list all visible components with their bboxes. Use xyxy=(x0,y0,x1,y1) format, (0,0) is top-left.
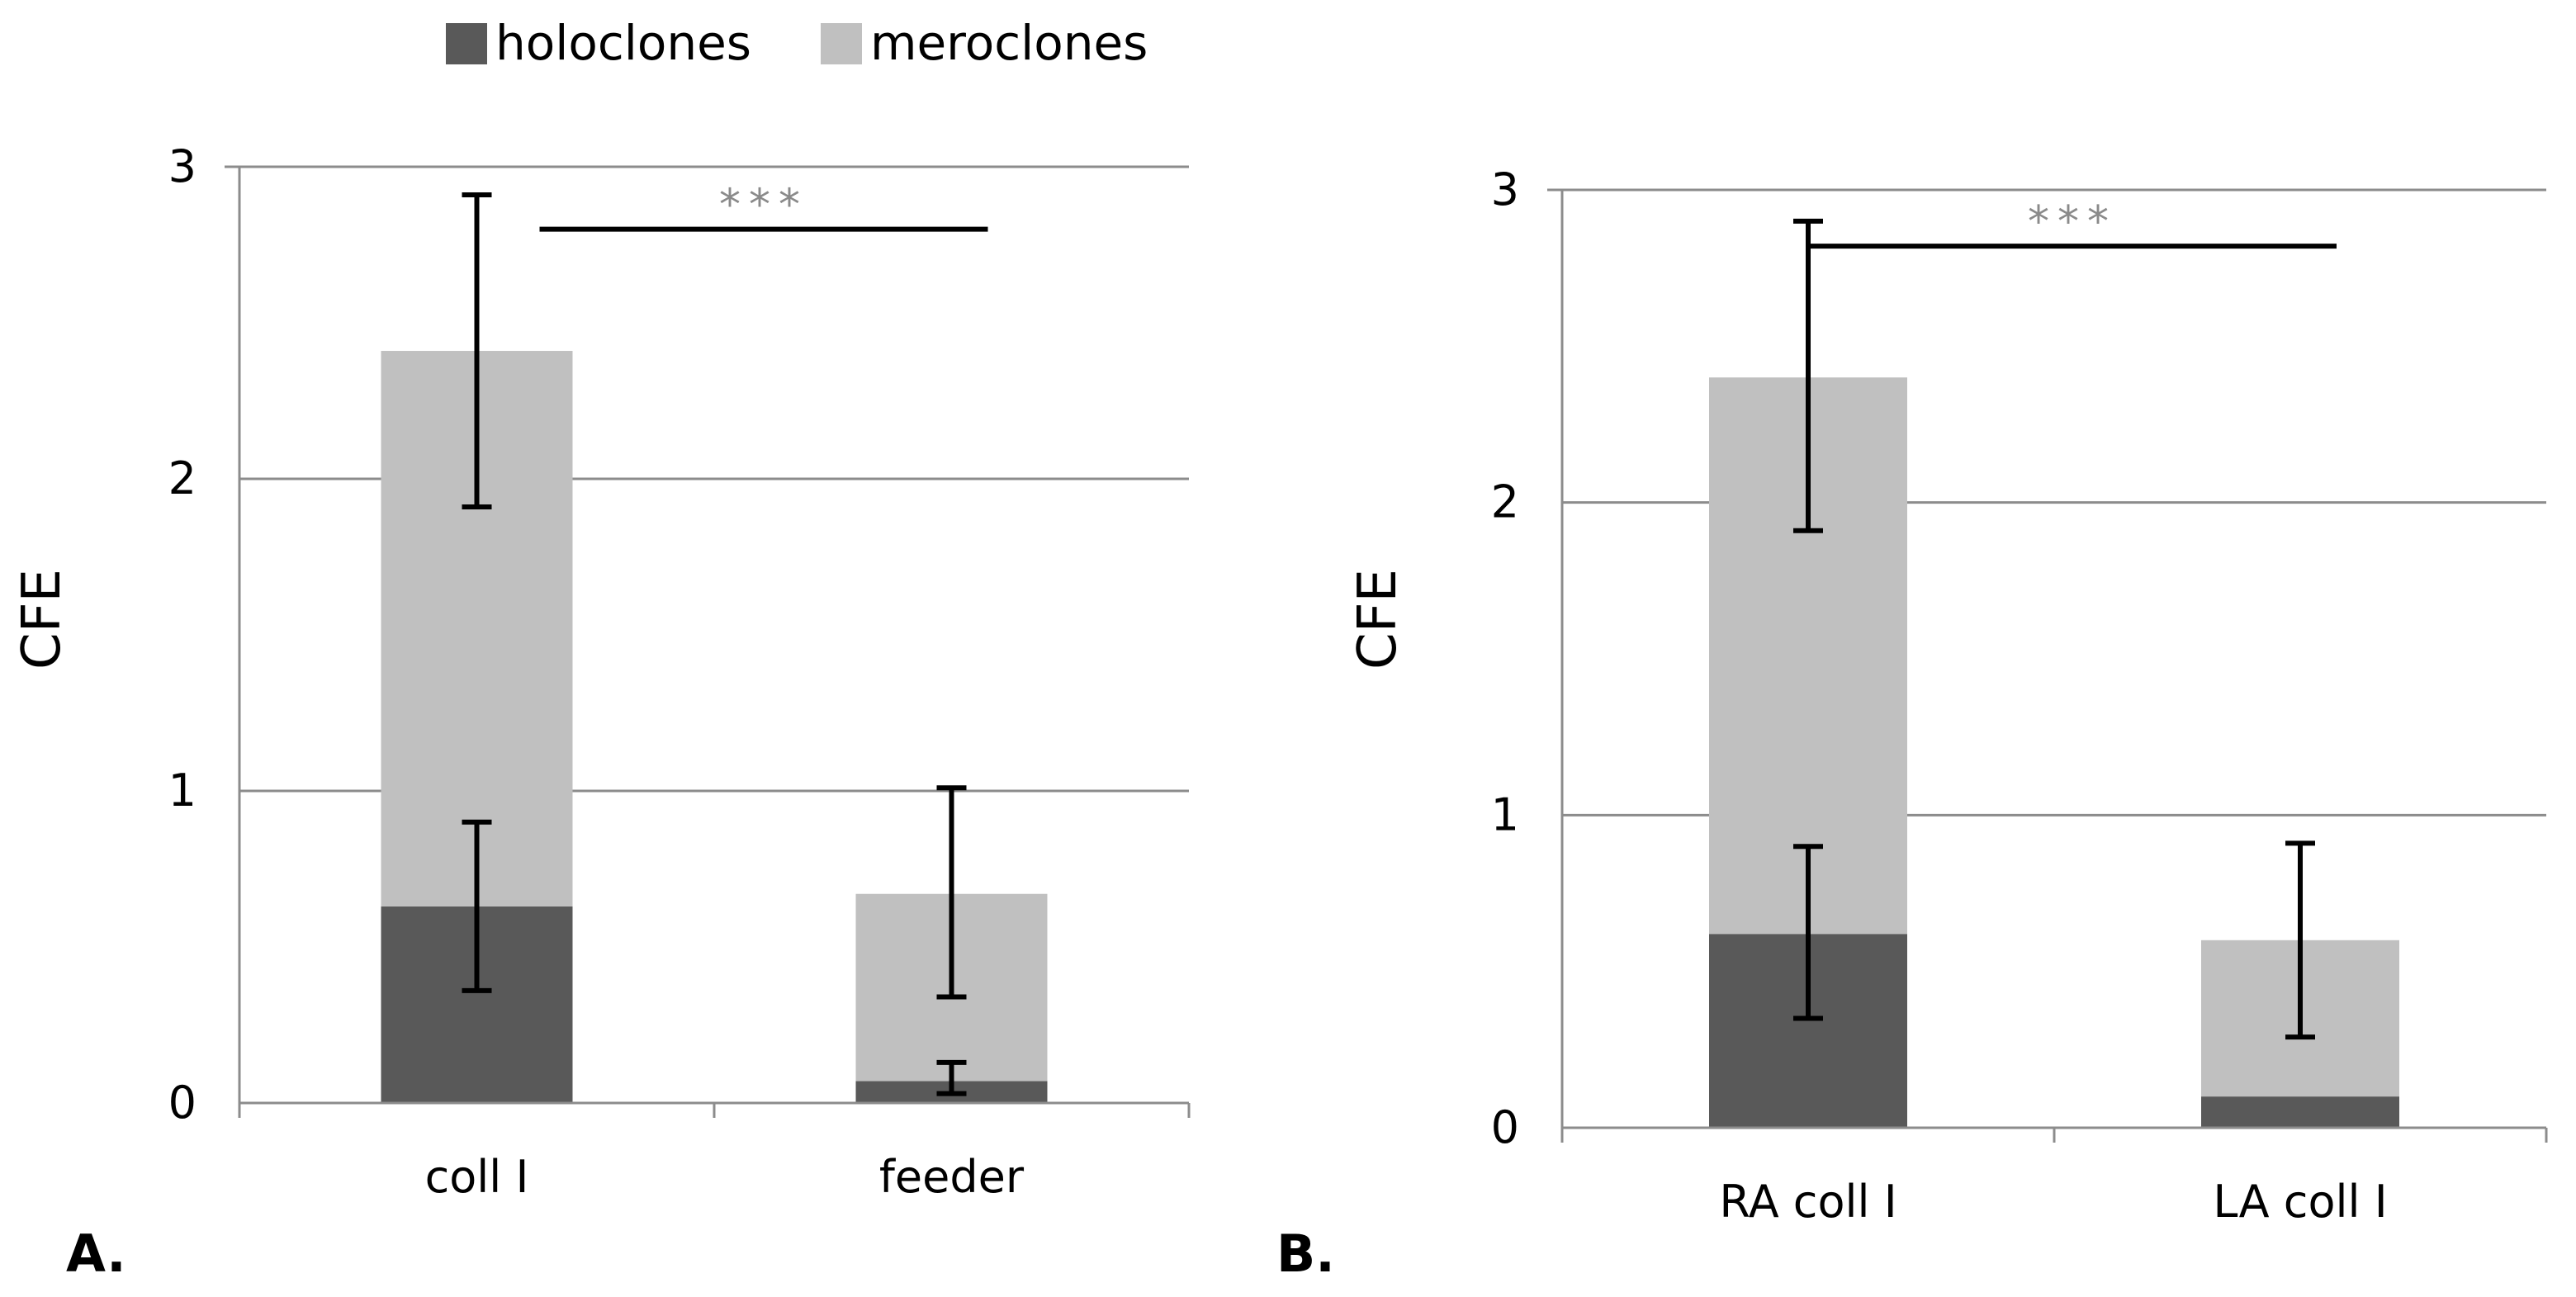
y-tick-label: 0 xyxy=(168,1077,197,1129)
error-bar xyxy=(462,192,492,510)
significance-label: *** xyxy=(2028,197,2117,247)
x-tick-label: RA coll I xyxy=(1719,1176,1896,1228)
y-tick-label: 1 xyxy=(1491,788,1519,840)
panel-label: A. xyxy=(66,1224,126,1284)
error-bar xyxy=(936,1059,967,1096)
legend-swatch-meroclones xyxy=(821,23,862,64)
error-bar xyxy=(2285,840,2315,1040)
chart-panel-b: CFE B. 0 1 2 3 RA coll I LA coll I *** xyxy=(1276,163,2548,1284)
chart-panel-a: CFE A. 0 1 2 3 coll I feeder *** xyxy=(12,140,1191,1284)
error-bar xyxy=(462,819,492,993)
x-tick-label: coll I xyxy=(425,1151,529,1203)
y-axis-label: CFE xyxy=(12,569,73,670)
error-bar xyxy=(1793,844,1823,1021)
y-tick-label: 3 xyxy=(1491,163,1519,215)
legend-label-meroclones: meroclones xyxy=(870,15,1148,71)
significance-label: *** xyxy=(719,181,808,230)
legend-swatch-holoclones xyxy=(446,23,487,64)
x-tick-label: LA coll I xyxy=(2213,1176,2387,1228)
y-tick-label: 2 xyxy=(1491,476,1519,528)
y-tick-label: 0 xyxy=(1491,1101,1519,1153)
error-bar xyxy=(936,785,967,1000)
legend-label-holoclones: holoclones xyxy=(495,15,751,71)
error-bar xyxy=(1793,218,1823,533)
y-tick-label: 3 xyxy=(168,140,197,192)
y-tick-label: 1 xyxy=(168,764,197,817)
y-tick-label: 2 xyxy=(168,452,197,504)
x-tick-label: feeder xyxy=(879,1151,1025,1203)
bar-holoclones xyxy=(2201,1096,2399,1128)
y-axis-label: CFE xyxy=(1347,569,1409,670)
panel-label: B. xyxy=(1276,1224,1335,1284)
legend: holoclones meroclones xyxy=(446,15,1148,71)
